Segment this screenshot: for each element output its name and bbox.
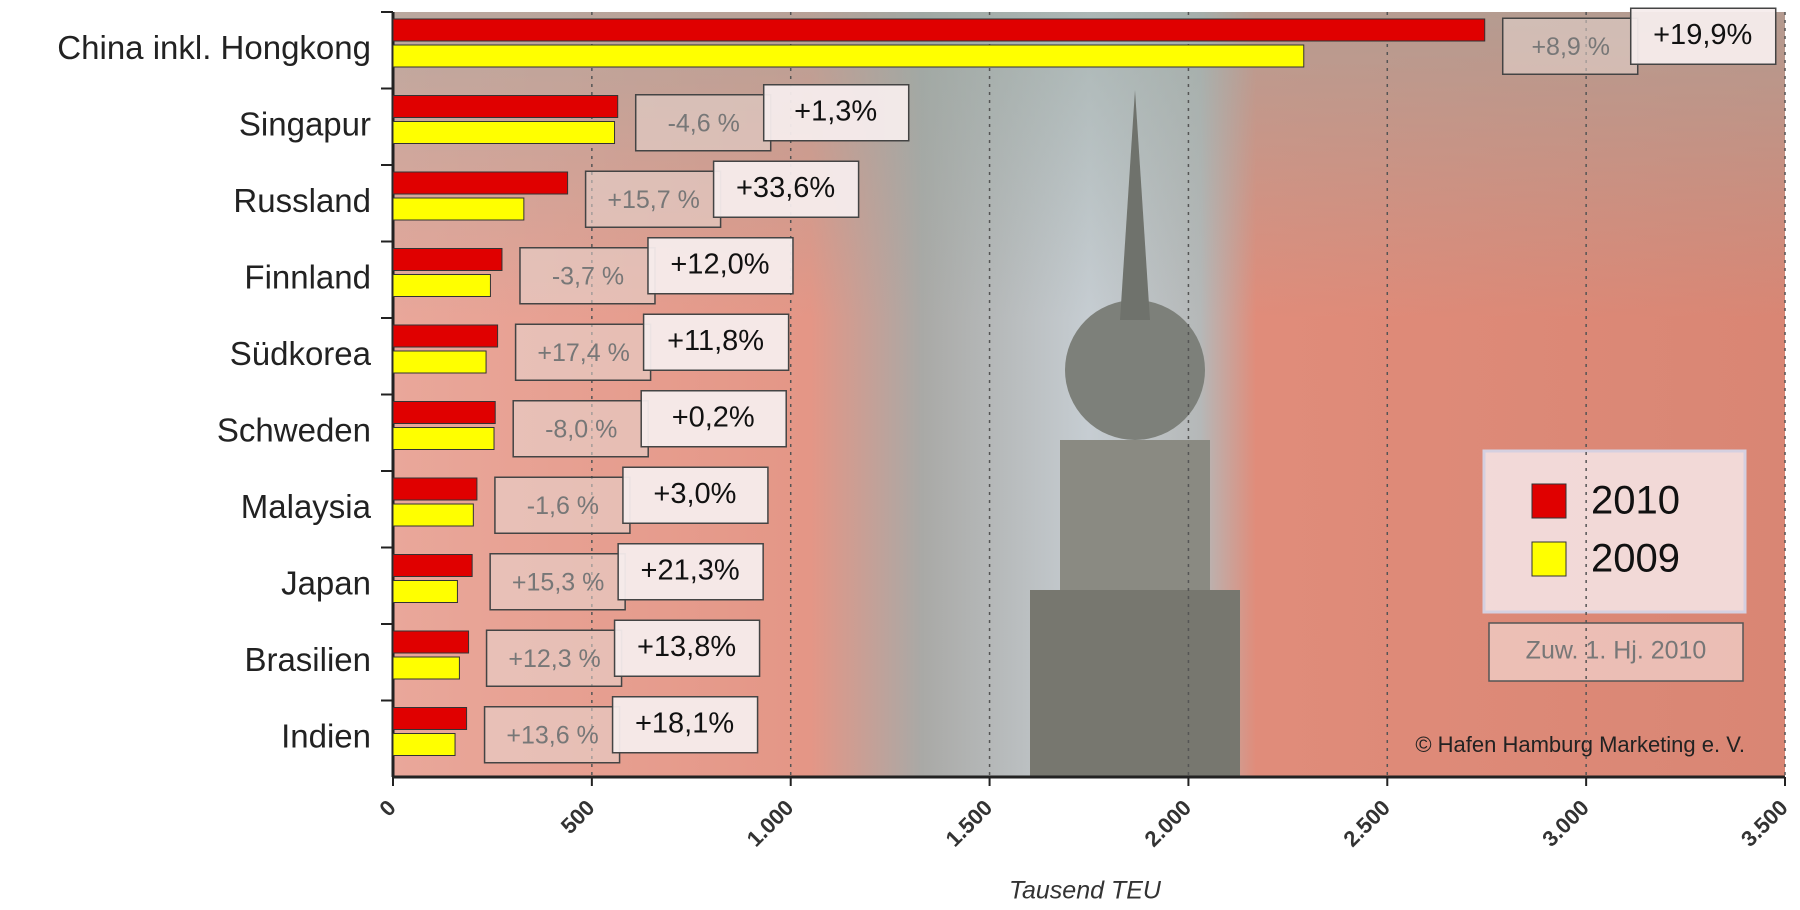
growth-label: +21,3% — [641, 554, 740, 586]
y-tick-label: Singapur — [239, 105, 371, 142]
x-tick-label: 1.500 — [941, 795, 998, 852]
growth-previous-label: +15,7 % — [607, 186, 699, 214]
bar — [392, 44, 1305, 68]
growth-label: +12,0% — [670, 248, 769, 280]
growth-label: +33,6% — [736, 172, 835, 204]
x-tick-label: 1.000 — [742, 795, 799, 852]
bar — [392, 554, 473, 577]
growth-label: +3,0% — [653, 478, 736, 510]
bar — [392, 707, 468, 730]
legend-swatch — [1531, 483, 1567, 519]
growth-label: +11,8% — [667, 325, 764, 357]
growth-previous-label: -3,7 % — [552, 262, 624, 290]
bar — [392, 630, 470, 654]
bar — [392, 427, 495, 450]
y-tick-label: Brasilien — [244, 641, 371, 678]
bar — [392, 580, 458, 603]
growth-previous-box — [483, 706, 621, 764]
bar — [392, 503, 474, 527]
y-tick-label: Finnland — [244, 258, 371, 295]
growth-previous-label: +15,3 % — [512, 568, 604, 596]
legend-label: 2009 — [1591, 537, 1680, 581]
growth-previous-label: +8,9 % — [1531, 33, 1610, 61]
bar — [392, 401, 496, 424]
growth-previous-label: -1,6 % — [527, 492, 599, 520]
growth-box — [642, 313, 790, 371]
x-tick-label: 3.500 — [1736, 795, 1793, 852]
y-tick-label: Südkorea — [230, 335, 372, 372]
growth-label: +19,9% — [1653, 19, 1752, 51]
bar — [392, 733, 456, 756]
growth-previous-box — [514, 323, 652, 381]
growth-previous-label: -8,0 % — [545, 415, 617, 443]
growth-box — [647, 237, 794, 295]
bar — [392, 18, 1486, 42]
legend-box — [1482, 449, 1747, 614]
x-tick-label: 0 — [374, 795, 400, 821]
growth-previous-box — [634, 94, 772, 152]
growth-box — [712, 160, 860, 218]
y-tick-label: China inkl. Hongkong — [57, 29, 371, 66]
bar — [392, 121, 616, 144]
growth-previous-label: +17,4 % — [537, 339, 629, 367]
bar — [392, 248, 503, 271]
growth-previous-box — [519, 247, 656, 305]
growth-previous-label: +13,6 % — [506, 721, 598, 749]
bar — [392, 656, 460, 680]
growth-previous-label: +12,3 % — [508, 645, 600, 673]
x-tick-label: 500 — [556, 795, 600, 839]
y-tick-label: Malaysia — [241, 488, 372, 525]
growth-label: +13,8% — [637, 631, 736, 663]
bar — [392, 171, 569, 195]
bar — [392, 274, 491, 297]
x-axis-title: Tausend TEU — [1009, 877, 1162, 905]
growth-box — [1629, 7, 1777, 65]
growth-previous-box — [494, 476, 631, 534]
growth-box — [617, 543, 764, 601]
bar — [392, 324, 499, 348]
y-tick-label: Japan — [281, 564, 371, 601]
bar — [392, 477, 478, 501]
growth-box — [613, 619, 761, 677]
y-tick-label: Indien — [281, 717, 371, 754]
growth-previous-box — [512, 400, 649, 458]
growth-box — [640, 390, 787, 448]
background-photo — [393, 12, 1785, 777]
growth-label: +18,1% — [635, 707, 734, 739]
growth-previous-label: -4,6 % — [668, 109, 740, 137]
growth-label: +0,2% — [672, 401, 755, 433]
growth-previous-box — [489, 553, 626, 611]
growth-label: +1,3% — [794, 95, 877, 127]
bar — [392, 95, 619, 118]
x-tick-label: 2.500 — [1338, 795, 1395, 852]
note-box — [1488, 622, 1744, 682]
y-tick-label: Russland — [233, 182, 371, 219]
x-tick-label: 3.000 — [1537, 795, 1594, 852]
legend-label: 2010 — [1591, 479, 1680, 523]
growth-previous-box — [584, 170, 722, 228]
bar — [392, 197, 525, 221]
growth-box — [611, 696, 759, 754]
source: © Hafen Hamburg Marketing e. V. — [1415, 732, 1745, 757]
x-tick-label: 2.000 — [1139, 795, 1196, 852]
note: Zuw. 1. Hj. 2010 — [1526, 637, 1707, 665]
growth-box — [762, 84, 910, 142]
y-tick-label: Schweden — [217, 411, 371, 448]
bar — [392, 350, 487, 374]
growth-box — [622, 466, 769, 524]
legend-swatch — [1531, 541, 1567, 577]
